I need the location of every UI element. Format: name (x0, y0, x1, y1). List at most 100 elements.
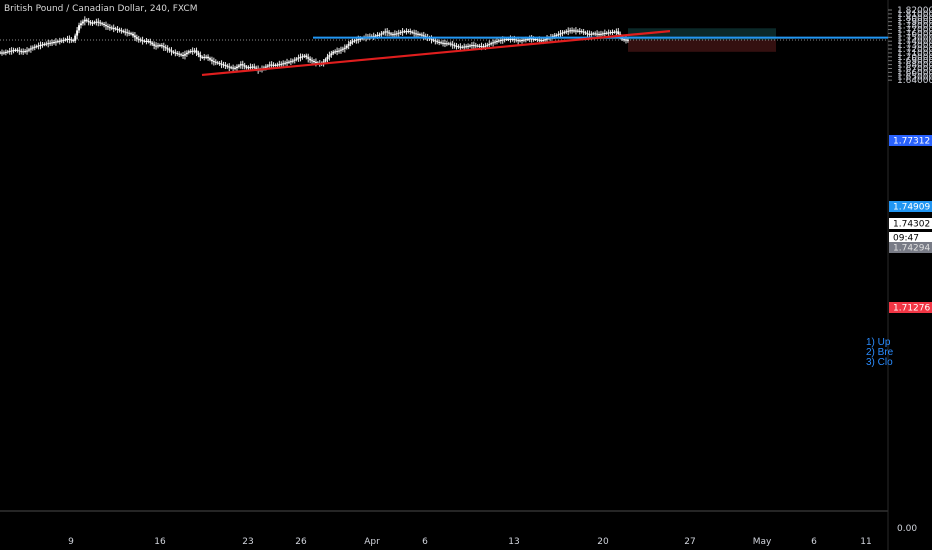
candle-body (191, 50, 194, 52)
candle-body (58, 40, 61, 42)
candle-body (517, 40, 520, 42)
candle-body (91, 22, 94, 24)
candle-body (445, 43, 448, 45)
candle-body (343, 47, 346, 49)
candle-body (172, 51, 175, 53)
candle-body (41, 44, 44, 46)
candle-body (521, 40, 523, 42)
candle-body (492, 42, 495, 44)
candle-body (590, 33, 593, 35)
candle-body (20, 51, 23, 53)
candle-body (494, 41, 497, 43)
candle-body (122, 30, 125, 32)
candle-body (128, 32, 131, 34)
candle-body (405, 31, 408, 33)
candle-body (411, 31, 414, 33)
candle-body (143, 40, 146, 42)
candle-body (114, 28, 117, 30)
candle-body (197, 52, 200, 55)
candle-body (101, 23, 104, 25)
candle-body (422, 35, 425, 37)
x-tick-label: 23 (242, 537, 253, 547)
time-axis[interactable]: 9 16 23 26 Apr 6 13 20 27 May 6 11 (68, 537, 872, 547)
candle-body (147, 41, 150, 43)
candle-body (355, 39, 358, 41)
candle-body (332, 51, 335, 54)
candle-body (145, 40, 148, 42)
candle-body (576, 30, 579, 32)
target-zone[interactable] (628, 28, 776, 41)
candle-body (18, 50, 21, 52)
candle-body (326, 56, 329, 60)
candle-body (345, 45, 348, 48)
candle-body (247, 67, 250, 69)
candle-body (6, 51, 9, 53)
candle-body (220, 63, 223, 65)
candle-body (626, 39, 629, 41)
candle-body (178, 53, 181, 55)
candle-body (557, 34, 560, 36)
candle-body (126, 32, 129, 34)
drawing-layer[interactable] (201, 30, 888, 77)
candle-body (324, 59, 327, 62)
candle-body (314, 61, 317, 63)
candle-body (87, 20, 90, 23)
candle-body (16, 49, 19, 51)
candle-body (582, 31, 585, 33)
candle-body (29, 48, 32, 50)
trendline[interactable] (201, 30, 671, 77)
x-tick-label: 13 (508, 537, 519, 547)
candle-body (237, 65, 240, 67)
candle-body (584, 32, 587, 34)
price-badge-label: 1.74909 (893, 203, 930, 213)
candle-body (43, 43, 46, 45)
candle-body (432, 39, 435, 41)
candle-body (393, 33, 396, 35)
candle-body (31, 47, 34, 49)
price-badge (889, 218, 932, 229)
candle-body (551, 36, 554, 38)
candle-body (230, 67, 233, 69)
candle-body (555, 34, 558, 36)
candle-body (388, 32, 391, 34)
stop-zone[interactable] (628, 40, 776, 52)
candle-body (287, 61, 290, 63)
y-tick-label: 1.79000 (897, 18, 932, 28)
candle-body (151, 42, 154, 45)
candle-body (68, 38, 71, 40)
candle-body (139, 39, 142, 41)
candle-body (495, 41, 498, 43)
candle-body (384, 31, 387, 33)
candle-body (611, 31, 614, 33)
candle-body (209, 58, 211, 60)
candle-body (623, 39, 626, 41)
candle-body (234, 67, 237, 69)
candle-body (573, 30, 575, 32)
candle-body (309, 58, 312, 61)
candle-body (54, 41, 57, 43)
candle-body (284, 62, 287, 64)
candle-body (461, 46, 464, 48)
candle-body (374, 35, 377, 37)
candle-body (453, 45, 456, 47)
price-axis[interactable]: 1.820001.810001.800001.790001.780001.770… (888, 6, 932, 534)
x-tick-label: Apr (364, 537, 380, 547)
candle-body (97, 21, 100, 23)
candle-body (10, 50, 13, 52)
candle-body (130, 33, 133, 35)
candle-body (26, 50, 29, 52)
candle-body (559, 33, 562, 35)
candle-body (207, 56, 210, 59)
x-tick-label: May (753, 537, 772, 547)
candle-body (120, 30, 123, 32)
candle-body (183, 54, 186, 56)
candle-body (470, 45, 473, 47)
candle-body (22, 51, 25, 53)
price-badge (889, 201, 932, 212)
candle-body (218, 63, 221, 65)
candle-body (189, 51, 192, 53)
candle-body (251, 66, 254, 68)
y-tick-label: 1.82000 (897, 6, 932, 16)
x-tick-label: 16 (154, 537, 166, 547)
